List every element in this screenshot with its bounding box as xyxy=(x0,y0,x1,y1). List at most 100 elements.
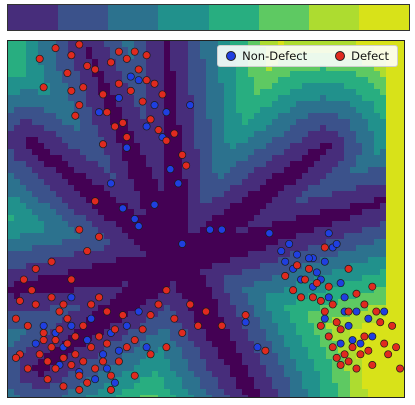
region-cell xyxy=(86,53,93,60)
region-cell xyxy=(56,239,63,246)
region-cell xyxy=(320,185,327,192)
region-cell xyxy=(164,89,171,96)
region-cell xyxy=(272,323,279,330)
region-cell xyxy=(158,221,165,228)
region-cell xyxy=(308,377,315,384)
region-cell xyxy=(200,233,207,240)
region-cell xyxy=(356,377,363,384)
region-cell xyxy=(158,239,165,246)
region-cell xyxy=(62,137,69,144)
region-cell xyxy=(362,155,369,162)
region-cell xyxy=(278,65,285,72)
region-cell xyxy=(80,41,87,48)
region-cell xyxy=(32,161,39,168)
region-cell xyxy=(374,299,381,306)
region-cell xyxy=(200,299,207,306)
region-cell xyxy=(110,221,117,228)
region-cell xyxy=(266,377,273,384)
region-cell xyxy=(122,281,129,288)
region-cell xyxy=(158,71,165,78)
region-cell xyxy=(200,323,207,330)
region-cell xyxy=(68,377,75,384)
region-cell xyxy=(296,215,303,222)
region-cell xyxy=(242,305,249,312)
region-cell xyxy=(86,167,93,174)
region-cell xyxy=(32,95,39,102)
region-cell xyxy=(182,59,189,66)
region-cell xyxy=(92,143,99,150)
region-cell xyxy=(110,143,117,150)
region-cell xyxy=(8,47,15,54)
region-cell xyxy=(200,293,207,300)
region-cell xyxy=(152,371,159,378)
region-cell xyxy=(308,173,315,180)
region-cell xyxy=(380,143,387,150)
region-cell xyxy=(140,137,147,144)
region-cell xyxy=(26,77,33,84)
region-cell xyxy=(296,395,303,397)
region-cell xyxy=(116,197,123,204)
defect-point xyxy=(380,339,389,348)
region-cell xyxy=(302,299,309,306)
colorbar-level-1 xyxy=(58,5,109,30)
region-cell xyxy=(224,107,231,114)
region-cell xyxy=(254,83,261,90)
region-cell xyxy=(314,77,321,84)
region-cell xyxy=(14,125,21,132)
region-cell xyxy=(218,251,225,258)
region-cell xyxy=(32,347,39,354)
region-cell xyxy=(242,251,249,258)
region-cell xyxy=(80,101,87,108)
region-cell xyxy=(14,293,21,300)
region-cell xyxy=(302,143,309,150)
region-cell xyxy=(8,167,15,174)
region-cell xyxy=(368,65,375,72)
region-cell xyxy=(218,89,225,96)
region-cell xyxy=(152,365,159,372)
region-cell xyxy=(134,359,141,366)
region-cell xyxy=(338,95,345,102)
region-cell xyxy=(146,389,153,396)
region-cell xyxy=(194,239,201,246)
region-cell xyxy=(32,245,39,252)
region-cell xyxy=(74,281,81,288)
region-cell xyxy=(152,389,159,396)
region-cell xyxy=(278,125,285,132)
region-cell xyxy=(38,383,45,390)
region-cell xyxy=(194,47,201,54)
region-cell xyxy=(8,275,15,282)
region-cell xyxy=(242,239,249,246)
region-cell xyxy=(74,341,81,348)
region-cell xyxy=(134,83,141,90)
defect-point xyxy=(312,279,321,288)
defect-point xyxy=(142,76,151,85)
region-cell xyxy=(62,95,69,102)
region-cell xyxy=(374,245,381,252)
region-cell xyxy=(62,257,69,264)
region-cell xyxy=(320,155,327,162)
region-cell xyxy=(68,71,75,78)
region-cell xyxy=(218,167,225,174)
region-cell xyxy=(236,227,243,234)
region-cell xyxy=(272,317,279,324)
region-cell xyxy=(374,275,381,282)
region-cell xyxy=(56,191,63,198)
region-cell xyxy=(8,173,15,180)
region-cell xyxy=(182,191,189,198)
region-cell xyxy=(116,191,123,198)
region-cell xyxy=(68,41,75,48)
non-defect-point xyxy=(336,279,345,288)
region-cell xyxy=(8,359,15,366)
region-cell xyxy=(302,245,309,252)
region-cell xyxy=(320,95,327,102)
region-cell xyxy=(116,149,123,156)
region-cell xyxy=(152,347,159,354)
region-cell xyxy=(92,209,99,216)
region-cell xyxy=(44,293,51,300)
region-cell xyxy=(260,77,267,84)
region-cell xyxy=(266,215,273,222)
region-cell xyxy=(176,311,183,318)
region-cell xyxy=(170,71,177,78)
region-cell xyxy=(212,179,219,186)
region-cell xyxy=(344,281,351,288)
